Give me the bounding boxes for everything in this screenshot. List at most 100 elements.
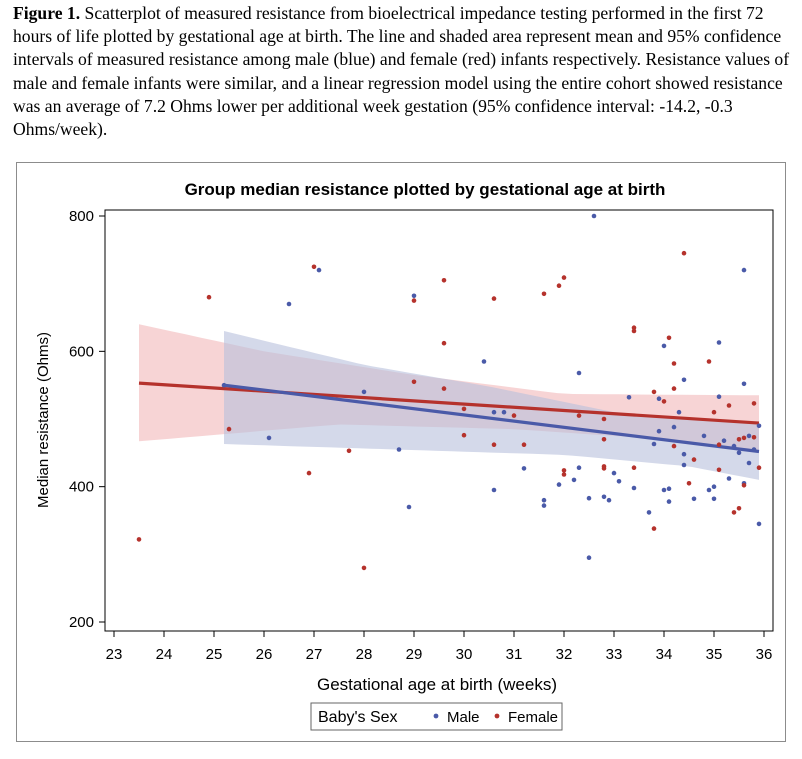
figure-label: Figure 1. [13,3,81,23]
female-point [541,291,547,297]
male-point [491,487,497,493]
male-point [716,340,722,345]
female-point [741,435,747,441]
female-point [411,379,417,385]
female-point [601,466,607,471]
x-tick-label: 33 [606,646,623,663]
male-point [651,441,657,447]
x-tick-label: 29 [406,646,423,663]
male-point [721,438,727,444]
x-tick-label: 34 [656,646,673,663]
male-point [756,521,762,527]
male-point [706,487,712,493]
male-point [656,396,662,402]
male-point [691,496,697,502]
x-tick-label: 31 [506,646,523,663]
y-tick-label: 600 [69,343,94,360]
male-point [221,382,227,388]
female-point [576,413,582,418]
male-point [541,497,547,503]
female-point [601,437,607,442]
data-points [136,213,762,571]
male-point [671,424,677,430]
female-point [561,472,567,477]
plot-area [104,209,774,632]
male-point [681,377,687,383]
female-point [671,361,677,366]
female-point [561,468,567,473]
male-point [316,267,322,273]
chart-frame [16,162,786,742]
female-point [511,413,517,418]
female-point [726,403,732,408]
male-point [576,465,582,471]
male-point [586,495,592,501]
male-point [681,462,687,468]
male-point [491,409,497,415]
female-point [461,432,467,438]
female-point [561,275,567,280]
female-point [361,565,367,571]
female-point [631,465,637,471]
male-point [756,423,762,429]
male-point [606,497,612,503]
female-point [711,409,717,415]
female-point [716,467,722,473]
x-tick-label: 27 [306,646,323,663]
x-tick-label: 28 [356,646,373,663]
female-point [666,335,672,341]
female-point [311,264,317,270]
male-point [396,447,402,452]
female-point [731,510,737,515]
female-point [226,426,232,432]
female-point [491,296,497,301]
male-point [586,555,592,560]
male-point [676,409,682,415]
legend-male-label: Male [447,709,480,726]
male-point [731,443,737,449]
female-point [631,328,637,334]
x-tick-label: 25 [206,646,223,663]
regression-lines [138,381,760,454]
female-point [441,278,447,283]
female-point [601,416,607,422]
female-point [651,389,657,395]
male-point [751,447,757,452]
female-point [661,399,667,404]
male-point [591,213,597,219]
female-point [461,406,467,412]
female-point [736,506,742,511]
female-point [521,442,527,448]
male-point [626,395,632,400]
x-tick-label: 36 [756,646,773,663]
male-point [681,451,687,457]
male-point [571,477,577,483]
y-axis: 200 400 600 800 [69,208,105,631]
x-axis-label: Gestational age at birth (weeks) [317,675,557,694]
female-point [441,340,447,346]
female-point [681,250,687,256]
male-point [481,359,487,364]
legend: Baby's Sex Male Female [310,702,563,731]
male-point [716,394,722,400]
female-point [206,294,212,300]
male-point [361,389,367,395]
y-tick-label: 400 [69,479,94,496]
male-fit-line [223,383,760,454]
caption-text: Scatterplot of measured resistance from … [13,3,790,140]
male-point [501,409,507,415]
female-point [346,448,352,454]
female-point [756,465,762,471]
male-point [666,499,672,504]
female-point [671,443,677,449]
male-point [661,487,667,493]
x-axis: 23 24 25 26 27 28 29 30 31 32 33 34 35 36 [106,631,773,663]
male-point [666,486,672,492]
figure-caption: Figure 1. Scatterplot of measured resist… [13,2,793,141]
male-point [286,301,292,307]
chart-title: Group median resistance plotted by gesta… [185,180,666,199]
male-point [656,428,662,434]
female-point [411,298,417,303]
legend-female-label: Female [508,709,558,726]
female-point [716,442,722,448]
